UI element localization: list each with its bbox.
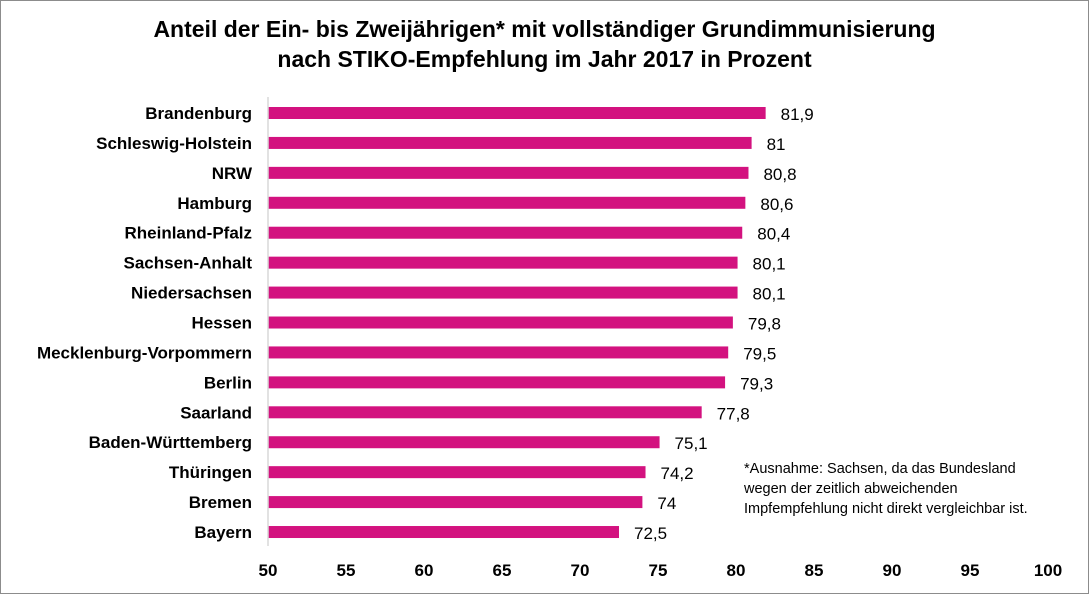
x-tick-label: 65 [493, 561, 512, 580]
category-label: Hamburg [177, 194, 252, 213]
x-tick-label: 70 [571, 561, 590, 580]
footnote-line-1: *Ausnahme: Sachsen, da das Bundesland [744, 461, 1016, 477]
category-label: Schleswig-Holstein [96, 134, 252, 153]
bar [268, 136, 752, 149]
bar [268, 226, 743, 239]
category-label: Brandenburg [145, 104, 252, 123]
value-label: 72,5 [634, 524, 667, 543]
x-tick-label: 85 [805, 561, 824, 580]
bar [268, 406, 702, 419]
value-label: 81 [767, 135, 786, 154]
category-label: Hessen [192, 314, 252, 333]
bar [268, 316, 733, 329]
footnote: *Ausnahme: Sachsen, da das Bundesland we… [744, 459, 1028, 519]
bar [268, 286, 738, 299]
x-tick-label: 100 [1034, 561, 1062, 580]
value-label: 81,9 [781, 105, 814, 124]
bar [268, 166, 749, 179]
x-tick-label: 50 [259, 561, 278, 580]
value-label: 79,8 [748, 315, 781, 334]
bar [268, 376, 726, 389]
bar [268, 496, 643, 509]
x-tick-label: 60 [415, 561, 434, 580]
category-label: Saarland [180, 403, 252, 422]
value-label: 74,2 [661, 464, 694, 483]
value-label: 80,4 [757, 225, 790, 244]
value-label: 79,3 [740, 374, 773, 393]
chart-title-line-1: Anteil der Ein- bis Zweijährigen* mit vo… [153, 16, 936, 42]
x-tick-label: 55 [337, 561, 356, 580]
chart-title-line-2: nach STIKO-Empfehlung im Jahr 2017 in Pr… [277, 46, 812, 72]
x-tick-label: 90 [883, 561, 902, 580]
bar [268, 526, 619, 539]
value-label: 75,1 [675, 434, 708, 453]
x-tick-label: 95 [961, 561, 980, 580]
category-label: Niedersachsen [131, 284, 252, 303]
value-label: 79,5 [743, 344, 776, 363]
bar [268, 256, 738, 269]
x-tick-label: 80 [727, 561, 746, 580]
bar [268, 196, 746, 209]
category-labels-group: Brandenburg Schleswig-Holstein NRW Hamburg R… [37, 104, 253, 542]
x-tick-labels-group: 50 55 60 65 70 75 80 85 90 95 100 [259, 561, 1063, 580]
value-label: 80,1 [753, 255, 786, 274]
category-label: Sachsen-Anhalt [124, 254, 253, 273]
category-label: Baden-Württemberg [89, 433, 252, 452]
bar [268, 346, 729, 359]
category-label: Berlin [204, 373, 252, 392]
category-label: Bremen [189, 493, 252, 512]
value-labels-group: 81,9 81 80,8 80,6 80,4 80,1 80,1 79,8 79,5 79,3 77… [634, 105, 814, 543]
value-label: 74 [657, 494, 676, 513]
value-label: 80,1 [753, 285, 786, 304]
category-label: Mecklenburg-Vorpommern [37, 343, 252, 362]
category-label: NRW [212, 164, 253, 183]
bar [268, 466, 646, 479]
footnote-line-3: Impfempfehlung nicht direkt vergleichbar… [744, 501, 1028, 517]
value-label: 80,6 [760, 195, 793, 214]
category-label: Rheinland-Pfalz [124, 224, 252, 243]
x-tick-label: 75 [649, 561, 668, 580]
bars-group [268, 107, 766, 539]
category-label: Thüringen [169, 463, 252, 482]
footnote-line-2: wegen der zeitlich abweichenden [744, 481, 958, 497]
value-label: 77,8 [717, 404, 750, 423]
chart-title: Anteil der Ein- bis Zweijährigen* mit vo… [0, 14, 1089, 74]
category-label: Bayern [194, 523, 252, 542]
bar [268, 436, 660, 449]
bar [268, 107, 766, 119]
value-label: 80,8 [763, 165, 796, 184]
